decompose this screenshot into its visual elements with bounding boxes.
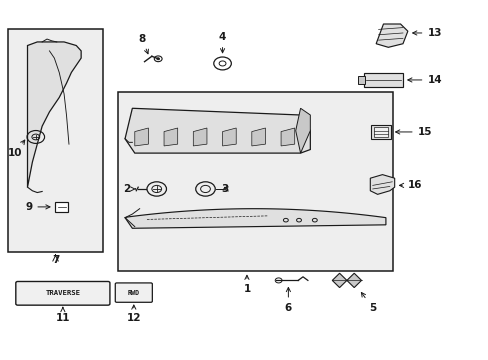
Polygon shape [125,108,310,153]
Text: 4: 4 [219,32,226,53]
Text: 14: 14 [407,75,441,85]
Text: 6: 6 [284,288,291,312]
Text: 11: 11 [56,307,70,323]
Polygon shape [331,273,346,288]
Text: 15: 15 [395,127,431,137]
Bar [373,127,387,137]
Polygon shape [163,128,177,146]
Text: TRAVERSE: TRAVERSE [45,290,80,296]
Bar [363,73,402,87]
Bar [118,92,392,271]
Text: 1: 1 [243,275,250,294]
Text: 9: 9 [25,202,50,212]
Text: 8: 8 [138,34,148,54]
Text: 13: 13 [412,28,441,38]
Polygon shape [369,175,394,194]
Polygon shape [125,209,385,228]
Text: RWD: RWD [127,289,140,296]
Text: 2: 2 [122,184,135,194]
Polygon shape [375,24,407,47]
Polygon shape [135,128,148,146]
Polygon shape [27,42,81,187]
Bar [55,202,68,212]
FancyBboxPatch shape [16,282,110,305]
Text: 16: 16 [399,180,422,190]
Text: 10: 10 [8,140,25,158]
Polygon shape [295,108,310,153]
Text: 12: 12 [126,305,141,323]
Polygon shape [193,128,206,146]
Text: 3: 3 [221,184,228,194]
Text: 5: 5 [361,292,375,312]
Polygon shape [222,128,236,146]
Polygon shape [281,128,294,146]
Text: 7: 7 [52,255,59,265]
Polygon shape [346,273,361,288]
Polygon shape [251,128,265,146]
FancyBboxPatch shape [115,283,152,302]
Bar [8,30,103,252]
Bar [357,76,365,84]
Circle shape [157,58,159,60]
Bar [370,125,390,139]
